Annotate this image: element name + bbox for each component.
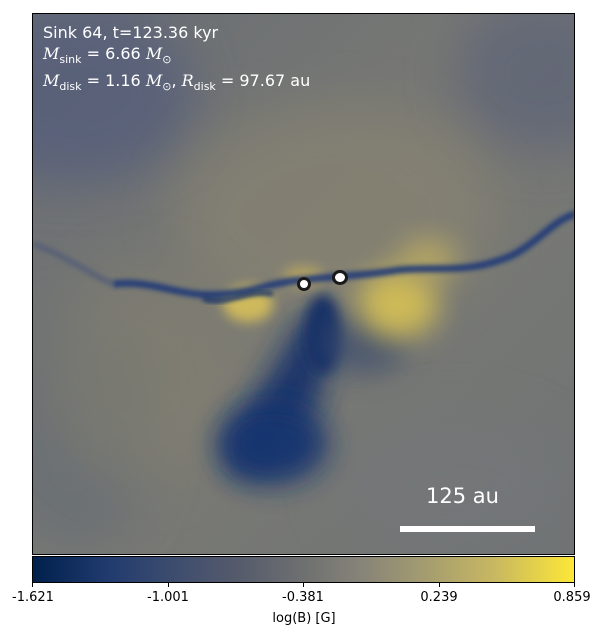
colorbar-tick (439, 583, 440, 587)
sink-info-annotation: Sink 64, t=123.36 kyr Msink = 6.66 M⊙ Md… (43, 22, 310, 97)
scale-bar (400, 526, 535, 532)
colorbar-tick (168, 583, 169, 587)
colorbar-tick-label: -1.001 (147, 590, 189, 605)
colorbar-tick (32, 583, 33, 587)
sink-mass: Msink = 6.66 M⊙ (43, 44, 172, 67)
colorbar-tick (303, 583, 304, 587)
colorbar-tick (574, 583, 575, 587)
colorbar-tick-label: 0.239 (420, 590, 458, 605)
scale-bar-label: 125 au (426, 484, 499, 508)
colorbar-tick-label: -0.381 (282, 590, 324, 605)
colorbar (32, 556, 575, 583)
colorbar-label: log(B) [G] (272, 611, 336, 626)
sink-id-time: Sink 64, t=123.36 kyr (43, 23, 219, 42)
sink-marker-1 (297, 277, 311, 291)
colorbar-tick-label: 0.859 (553, 590, 591, 605)
disk-mass-radius: Mdisk = 1.16 M⊙, Rdisk = 97.67 au (43, 71, 311, 94)
sink-marker-2 (332, 270, 348, 285)
colorbar-tick-label: -1.621 (12, 590, 54, 605)
field-image (33, 14, 574, 554)
magnetic-field-map: Sink 64, t=123.36 kyr Msink = 6.66 M⊙ Md… (32, 13, 575, 555)
